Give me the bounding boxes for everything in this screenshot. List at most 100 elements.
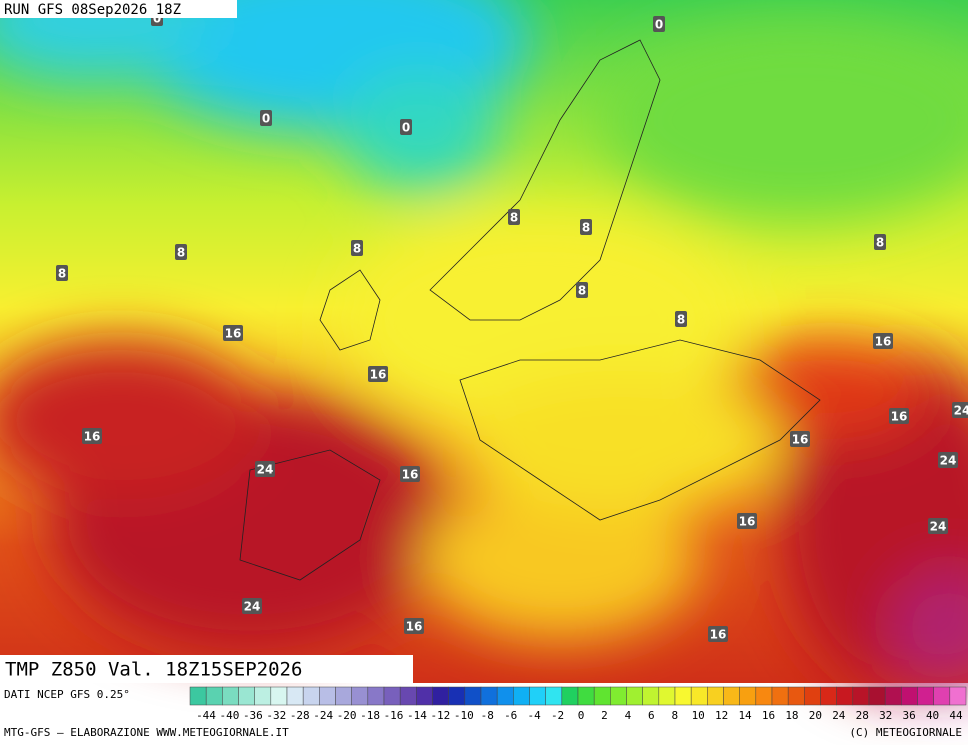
colorbar-label: -44: [196, 709, 216, 722]
contour-label-box: [708, 626, 728, 642]
contour-label-box: [404, 618, 424, 634]
colorbar-swatch: [593, 686, 611, 706]
colorbar-swatch: [804, 686, 821, 706]
contour-label: 24: [940, 454, 957, 468]
colorbar-swatch: [513, 686, 530, 706]
colorbar-label: 18: [785, 709, 798, 722]
colorbar-swatch: [820, 686, 837, 706]
colorbar-swatch: [771, 686, 789, 706]
colorbar: -44 -40 -36 -32 -28 -24 -20 -18 -16 -14 -12 -10 -8 -6…: [189, 686, 967, 722]
colorbar-label: -36: [243, 709, 263, 722]
colorbar-swatch: [367, 686, 385, 706]
contour-label: 8: [177, 246, 185, 260]
contour-label: 16: [402, 468, 419, 482]
temperature-field: [0, 0, 968, 690]
colorbar-label: -2: [551, 709, 564, 722]
colorbar-swatch: [739, 686, 757, 706]
contour-label-box: [56, 265, 68, 281]
contour-label-box: [675, 311, 687, 327]
contour-label-box: [580, 219, 592, 235]
contour-label: 24: [257, 463, 274, 477]
colorbar-label: 16: [762, 709, 775, 722]
colorbar-swatch: [852, 686, 870, 706]
colorbar-swatch: [917, 686, 934, 706]
contour-label-box: [790, 431, 810, 447]
colorbar-swatch: [383, 686, 401, 706]
colorbar-swatch: [302, 686, 320, 706]
colorbar-swatch: [254, 686, 272, 706]
colorbar-swatch: [448, 686, 466, 706]
colorbar-swatch: [351, 686, 369, 706]
colorbar-label: 10: [692, 709, 705, 722]
colorbar-swatch: [189, 686, 207, 706]
colorbar-label: 4: [625, 709, 632, 722]
contour-label: 16: [891, 410, 908, 424]
contour-label-box: [938, 452, 958, 468]
contour-label-box: [242, 598, 262, 614]
contour-label: 16: [710, 628, 727, 642]
colorbar-swatch: [642, 686, 660, 706]
colorbar-label: -14: [407, 709, 427, 722]
colorbar-swatch: [933, 686, 951, 706]
contour-label-box: [175, 244, 187, 260]
contour-label-box: [952, 402, 968, 418]
colorbar-swatch: [884, 686, 902, 706]
contour-label: 16: [406, 620, 423, 634]
colorbar-swatch: [723, 686, 740, 706]
field-box: [0, 655, 413, 683]
colorbar-swatch: [755, 686, 773, 706]
contour-label-box: [508, 209, 520, 225]
contour-label: 24: [244, 600, 261, 614]
contour-label: 16: [225, 327, 242, 341]
colorbar-swatch: [577, 686, 595, 706]
contour-label-box: [400, 119, 412, 135]
colorbar-swatch: [949, 686, 967, 706]
contour-label-box: [737, 513, 757, 529]
contour-label: 8: [677, 313, 685, 327]
colorbar-swatch: [626, 686, 643, 706]
colorbar-swatch: [545, 686, 563, 706]
copyright: (C) METEOGIORNALE: [849, 726, 962, 739]
colorbar-swatch: [464, 686, 482, 706]
colorbar-swatch: [690, 686, 708, 706]
colorbar-label: 32: [879, 709, 892, 722]
colorbar-swatch: [480, 686, 498, 706]
colorbar-swatch: [319, 686, 336, 706]
colorbar-swatch: [787, 686, 805, 706]
colorbar-label: -24: [313, 709, 333, 722]
colorbar-swatch: [674, 686, 692, 706]
contour-label-box: [223, 325, 243, 341]
colorbar-label: -28: [290, 709, 310, 722]
contour-label-box: [576, 282, 588, 298]
field-title: TMP Z850 Val. 18Z15SEP2026: [5, 659, 302, 681]
colorbar-label: 24: [832, 709, 846, 722]
contour-label-box: [928, 518, 948, 534]
colorbar-label: -32: [266, 709, 286, 722]
colorbar-label: -4: [528, 709, 542, 722]
colorbar-swatch: [901, 686, 918, 706]
colorbar-label: 14: [738, 709, 752, 722]
colorbar-swatch: [238, 686, 255, 706]
contour-label: 0: [262, 112, 270, 126]
contour-label: 8: [578, 284, 586, 298]
contour-label: 8: [876, 236, 884, 250]
colorbar-swatch: [335, 686, 352, 706]
contour-label: 0: [153, 12, 161, 26]
run-info: RUN GFS 08Sep2026 18Z: [4, 2, 181, 18]
colorbar-swatch: [432, 686, 449, 706]
contour-label-box: [255, 461, 275, 477]
contour-label: 8: [58, 267, 66, 281]
contour-label: 8: [510, 211, 518, 225]
colorbar-label: 6: [648, 709, 655, 722]
contour-label: 24: [954, 404, 968, 418]
colorbar-swatch: [270, 686, 288, 706]
colorbar-label: 2: [601, 709, 608, 722]
contour-label: 24: [930, 520, 947, 534]
colorbar-label: 44: [949, 709, 963, 722]
colorbar-label: 36: [903, 709, 916, 722]
colorbar-swatch: [222, 686, 239, 706]
colorbar-label: -18: [360, 709, 380, 722]
colorbar-swatch: [205, 686, 223, 706]
contour-label: 16: [792, 433, 809, 447]
